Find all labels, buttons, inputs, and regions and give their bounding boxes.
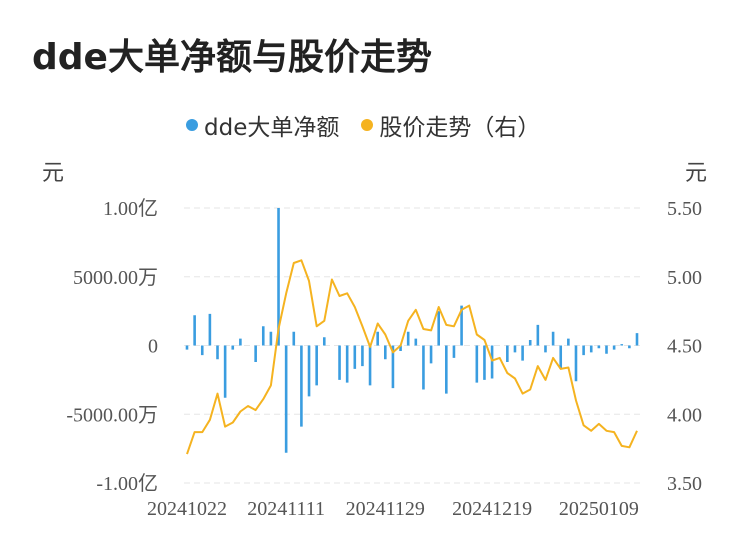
dde-bar [589,345,593,353]
dde-bar [521,345,524,361]
dde-bar [628,345,631,349]
dde-bar [460,305,463,346]
dde-bar [582,345,585,356]
x-axis-tick-label: 20241111 [247,498,325,520]
right-axis-tick-label: 5.50 [667,198,702,220]
dde-bar [269,331,273,346]
dde-bar [612,345,616,350]
dde-bar [620,344,624,346]
dde-bar [597,345,601,349]
x-axis-tick-label: 20241129 [346,498,425,520]
x-axis-tick-label: 20241219 [452,498,532,520]
dde-bar [452,345,456,358]
dde-bar [551,331,555,346]
dde-bar [475,345,479,383]
x-axis-tick-label: 20241022 [147,498,227,520]
left-axis-tick-label: 0 [148,336,158,358]
dde-bar [345,345,349,383]
dde-bar [536,324,540,346]
dde-bar [406,331,410,346]
dde-bar [338,345,341,380]
dde-bar [361,345,364,367]
dde-bar [635,333,639,346]
dde-bar [399,345,402,351]
legend-item-dde[interactable]: dde大单净额 [186,108,339,142]
left-axis-tick-label: 1.00亿 [103,197,158,220]
dde-bar [185,345,189,350]
right-axis-tick-label: 4.00 [667,404,702,426]
dde-bar [414,338,418,346]
dde-bar [429,345,433,364]
dde-bar [376,331,379,346]
dde-bar [422,345,425,390]
left-axis-tick-label: 5000.00万 [73,267,158,289]
dde-bar [544,345,547,353]
dde-bar [483,345,486,380]
dde-bar [261,326,265,346]
dde-bar [605,345,608,354]
dde-bar [506,345,509,362]
dde-bar [322,337,326,346]
left-axis-tick-label: -1.00亿 [96,472,158,495]
x-axis-tick-label: 20250109 [559,498,639,520]
dde-bar [391,345,395,389]
dde-bar [353,345,357,369]
dde-bar [200,345,204,356]
dde-bar [315,345,318,386]
legend-dot-dde [186,119,198,131]
dde-bar [490,345,494,379]
dde-bar [292,331,296,346]
legend-label-dde: dde大单净额 [204,115,340,141]
price-line [186,259,638,455]
dde-bar [567,338,570,346]
right-axis-tick-label: 3.50 [667,473,702,495]
dde-bar [254,345,257,362]
dde-bar [216,345,219,360]
dde-bar [445,345,448,394]
dde-bar [284,345,288,453]
dde-bar [223,345,227,398]
dde-bar [239,338,242,346]
dde-bar [307,345,311,397]
dde-bar [384,345,387,360]
dde-bar [437,311,440,346]
dde-bar [300,345,303,427]
dde-bar [559,345,563,369]
dde-bar [208,313,212,346]
right-axis-tick-label: 5.00 [667,267,702,289]
dde-bar [528,340,532,346]
dde-bar [513,345,517,353]
left-axis-unit: 元 [42,161,65,186]
page-title: dde大单净额与股价走势 [32,37,432,78]
chart-legend: dde大单净额 股价走势（右） [186,108,540,142]
dde-bar [193,315,196,346]
left-axis-tick-label: -5000.00万 [66,404,158,426]
right-axis-tick-label: 4.50 [667,336,702,358]
legend-dot-price [361,119,374,131]
dde-bar [368,345,372,386]
dde-bar [231,345,235,350]
dde-bar [574,345,578,382]
right-axis-unit: 元 [685,161,708,186]
legend-item-price[interactable]: 股价走势（右） [361,108,540,142]
legend-label-price: 股价走势（右） [379,115,541,141]
dde-bar [277,208,280,346]
